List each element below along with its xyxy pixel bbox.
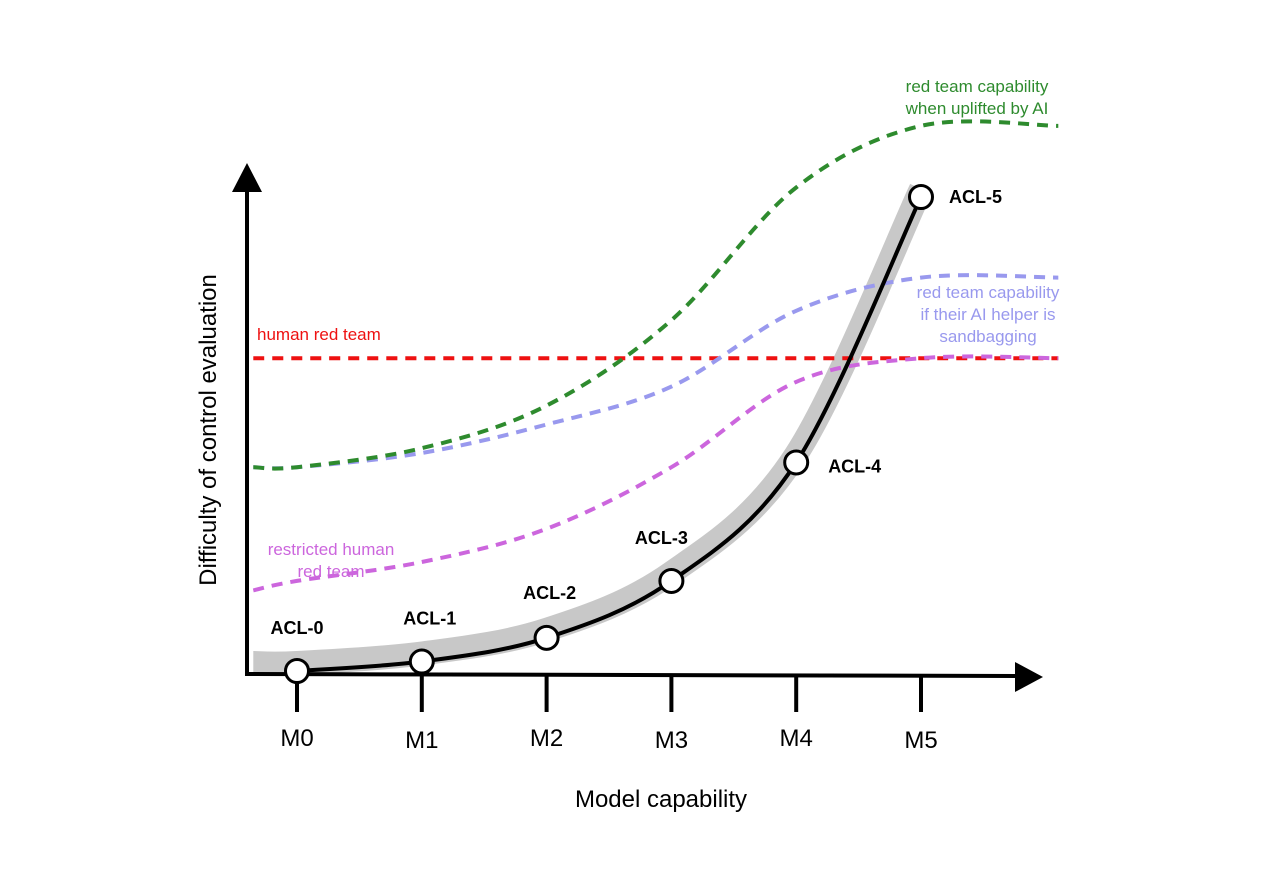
acl-point-acl-0 [284, 658, 310, 684]
series-line-red-team-capability-when-uplifted-by-ai [253, 119, 1059, 471]
x-tick-label-m0: M0 [280, 725, 313, 752]
series-line-restricted-human-red-team [252, 354, 1059, 593]
x-tick-label-m5: M5 [904, 727, 937, 754]
series-label-restricted-human-red-team: restricted human red team [268, 540, 395, 581]
acl-uncertainty-band [253, 183, 932, 676]
series-label-human-red-team: human red team [257, 325, 381, 344]
x-tick-label-m4: M4 [780, 725, 813, 752]
x-tick-label-m1: M1 [405, 727, 438, 754]
acl-point-acl-1 [408, 648, 435, 675]
acl-label-acl-0: ACL-0 [271, 618, 324, 638]
acl-point-acl-3 [658, 567, 685, 594]
axes [232, 163, 1043, 692]
acl-point-acl-5 [908, 184, 934, 210]
x-axis-line [244, 672, 1019, 678]
y-axis-title: Difficulty of control evaluation [195, 274, 222, 586]
series-line-red-team-capability-if-their-ai-helper-is-sandbagging [253, 273, 1059, 471]
x-axis-title: Model capability [575, 786, 747, 813]
acl-label-acl-2: ACL-2 [523, 583, 576, 603]
acl-label-acl-3: ACL-3 [635, 528, 688, 548]
acl-label-acl-5: ACL-5 [949, 187, 1002, 207]
acl-point-acl-2 [533, 624, 560, 651]
x-tick-label-m2: M2 [530, 725, 563, 752]
acl-label-acl-4: ACL-4 [828, 456, 881, 476]
acl-label-acl-1: ACL-1 [403, 609, 456, 629]
acl-point-acl-4 [783, 449, 810, 476]
y-axis-arrowhead [232, 163, 262, 192]
x-axis-arrowhead [1015, 662, 1043, 692]
series-label-red-team-capability-when-uplifted-by-ai: red team capability when uplifted by AI [905, 77, 1049, 118]
x-tick-label-m3: M3 [655, 727, 688, 754]
series-label-red-team-capability-if-their-ai-helper-is-sandbagging: red team capability if their AI helper is… [917, 283, 1060, 346]
